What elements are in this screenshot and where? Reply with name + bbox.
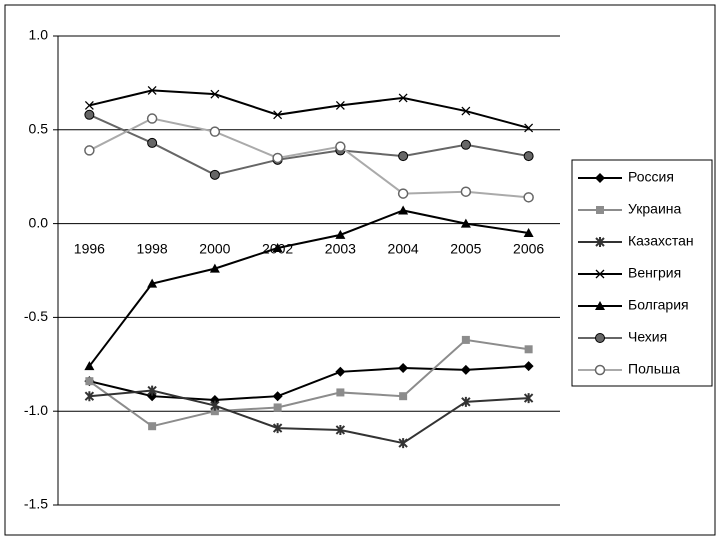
- data-point: [147, 385, 157, 396]
- legend-marker: [595, 333, 605, 343]
- data-point: [147, 137, 158, 148]
- series-line: [88, 209, 529, 367]
- series-line: [88, 113, 529, 176]
- y-tick-label: -1.5: [24, 496, 48, 512]
- data-point: [460, 186, 472, 197]
- data-point: [84, 100, 94, 110]
- legend-label: Россия: [628, 169, 674, 185]
- data-point: [523, 227, 534, 237]
- data-point: [210, 407, 219, 416]
- x-tick-label: 2003: [325, 240, 356, 256]
- x-tick-label: 2005: [450, 240, 481, 256]
- data-point: [84, 391, 95, 402]
- data-point: [146, 113, 158, 124]
- data-point: [147, 85, 157, 95]
- y-tick-label: -1.0: [24, 402, 48, 418]
- data-point: [397, 188, 409, 199]
- data-point: [272, 152, 283, 164]
- data-point: [398, 438, 408, 449]
- x-tick-label: 2004: [388, 240, 419, 256]
- legend-marker: [595, 301, 605, 310]
- data-point: [461, 106, 471, 116]
- data-point: [272, 391, 283, 402]
- data-point: [398, 363, 409, 374]
- data-point: [460, 218, 471, 228]
- x-tick-label: 1996: [74, 240, 105, 256]
- legend-label: Венгрия: [628, 265, 681, 281]
- data-point: [523, 361, 534, 372]
- data-point: [398, 205, 409, 215]
- legend-label: Казахстан: [628, 233, 694, 249]
- data-point: [272, 242, 283, 252]
- y-tick-label: 0.5: [29, 121, 49, 137]
- data-point: [524, 345, 533, 354]
- y-tick-label: 1.0: [29, 27, 49, 43]
- data-point: [523, 393, 534, 404]
- data-point: [399, 392, 408, 401]
- x-tick-label: 2006: [513, 240, 544, 256]
- data-point: [335, 424, 346, 435]
- data-point: [460, 364, 471, 375]
- data-point: [460, 139, 471, 150]
- data-point: [147, 278, 158, 288]
- data-point: [273, 110, 283, 120]
- data-point: [84, 109, 95, 120]
- data-point: [210, 400, 220, 411]
- y-tick-label: 0.0: [29, 214, 49, 230]
- data-point: [335, 229, 346, 239]
- data-point: [335, 366, 346, 377]
- data-point: [336, 388, 345, 397]
- data-point: [148, 422, 157, 431]
- data-point: [461, 396, 471, 407]
- data-point: [524, 123, 534, 133]
- data-point: [398, 151, 409, 162]
- legend-marker: [595, 237, 605, 247]
- data-point: [398, 93, 408, 103]
- legend-label: Польша: [628, 361, 680, 377]
- legend-marker: [596, 206, 604, 214]
- data-point: [523, 151, 534, 162]
- data-point: [84, 145, 95, 156]
- series-line: [88, 338, 529, 428]
- x-tick-label: 1998: [137, 240, 168, 256]
- data-point: [335, 100, 345, 110]
- data-point: [209, 169, 220, 180]
- data-point: [209, 263, 220, 273]
- data-point: [85, 377, 94, 386]
- data-point: [335, 141, 346, 152]
- data-point: [273, 403, 282, 412]
- data-point: [461, 335, 470, 344]
- series-line: [89, 389, 529, 445]
- legend-marker: [595, 269, 605, 279]
- legend-marker: [594, 364, 606, 376]
- series-line: [89, 89, 529, 129]
- legend-label: Украина: [628, 201, 682, 217]
- legend-label: Болгария: [628, 297, 689, 313]
- x-tick-label: 2000: [199, 240, 230, 256]
- data-point: [523, 192, 534, 203]
- legend-label: Чехия: [628, 329, 667, 345]
- data-point: [210, 89, 220, 99]
- series-line: [88, 117, 529, 199]
- data-point: [209, 126, 221, 137]
- legend-marker: [595, 173, 605, 183]
- data-point: [84, 361, 95, 371]
- data-point: [272, 423, 283, 434]
- y-tick-label: -0.5: [24, 308, 48, 324]
- series-line: [89, 365, 529, 401]
